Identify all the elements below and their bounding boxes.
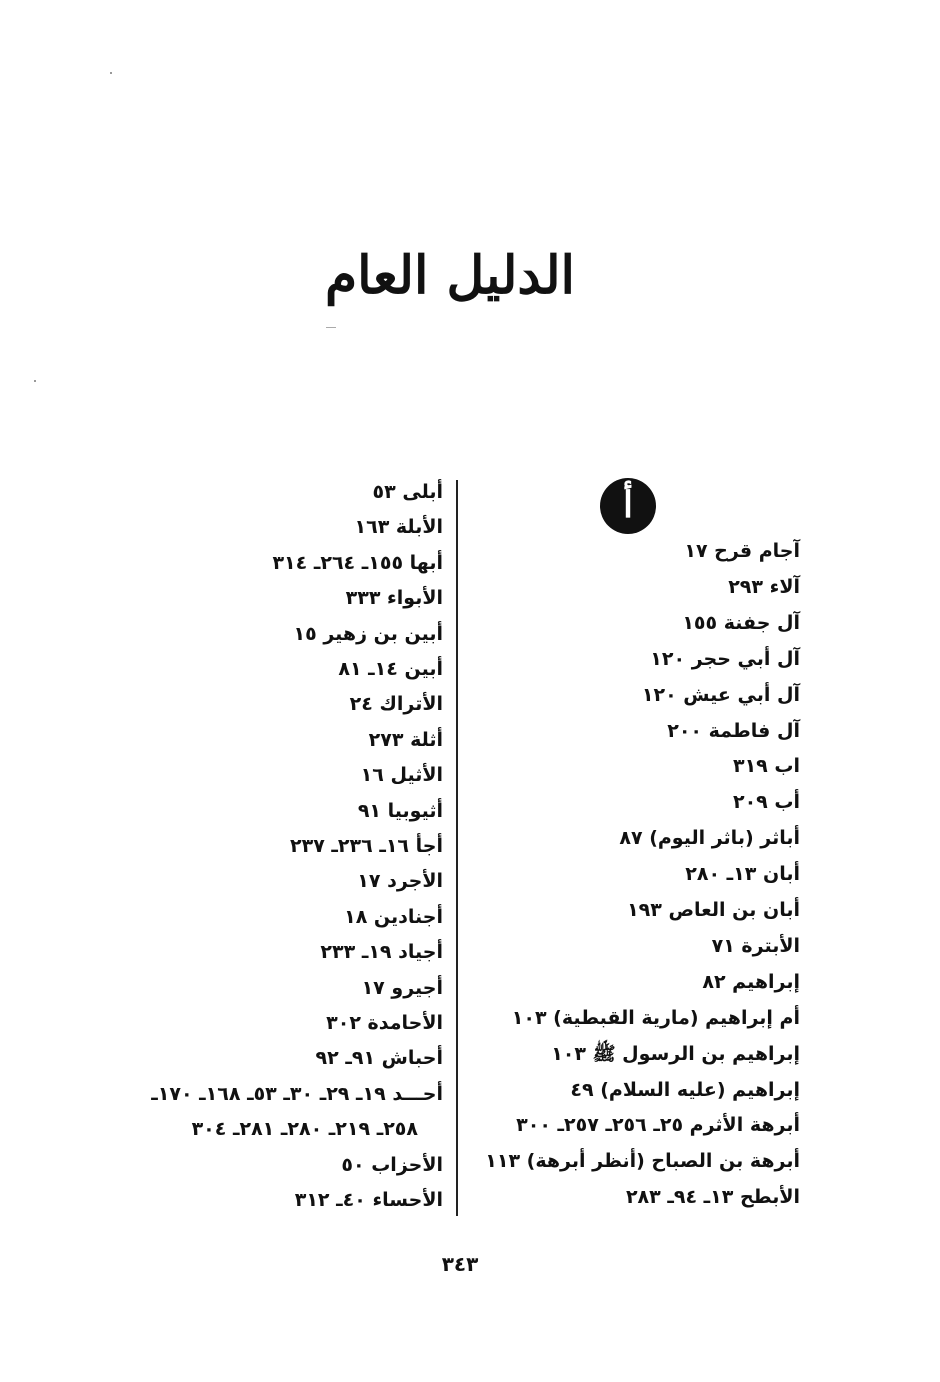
index-column-right: آجام قرح ١٧ آلاء ٢٩٣ آل جفنة ١٥٥ آل أبي حجر… — [480, 538, 800, 1238]
index-entry: أبين بن زهير ١٥ — [293, 622, 443, 645]
index-entry: الأحامدة ٣٠٢ — [326, 1012, 443, 1034]
index-entry: أبرهة بن الصباح (أنظر أبرهة) ١١٣ — [485, 1150, 800, 1173]
index-entry: اب ٣١٩ — [732, 755, 800, 778]
scan-speck — [110, 72, 112, 74]
index-entry: آلاء ٢٩٣ — [728, 575, 800, 598]
index-entry: أجنادين ١٨ — [344, 905, 443, 928]
index-entry: آل فاطمة ٢٠٠ — [667, 719, 800, 742]
index-entry: أجيرو ١٧ — [361, 976, 443, 999]
index-entry: أم إبراهيم (مارية القبطية) ١٠٣ — [511, 1006, 800, 1029]
index-entry: الأبواء ٣٣٣ — [345, 587, 443, 610]
index-entry: أبها ١٥٥ـ ٢٦٤ـ ٣١٤ — [272, 551, 443, 574]
index-entry: أحـــد ١٩ـ ٢٩ـ ٣٠ـ ٥٣ـ ١٦٨ـ ١٧٠ـ — [151, 1082, 443, 1105]
index-entry: الأبترة ٧١ — [711, 934, 800, 957]
index-entry: أثيوبيا ٩١ — [357, 799, 443, 822]
index-entry: أب ٢٠٩ — [732, 791, 800, 814]
index-entry: أبرهة الأثرم ٢٥ـ ٢٥٦ـ ٢٥٧ـ ٣٠٠ — [516, 1114, 800, 1137]
index-entry: الأحزاب ٥٠ — [341, 1153, 443, 1176]
index-entry: أبلى ٥٣ — [372, 481, 443, 503]
column-divider — [456, 480, 458, 1216]
title-rule — [326, 327, 336, 328]
index-entry: الأبطح ١٣ـ ٩٤ـ ٢٨٣ — [625, 1186, 800, 1209]
index-entry: الأثيل ١٦ — [360, 764, 443, 787]
index-entry: أحباش ٩١ـ ٩٢ — [315, 1047, 443, 1070]
index-entry: أبان ١٣ـ ٢٨٠ — [685, 863, 800, 886]
index-entry: إبراهيم ٨٢ — [702, 970, 800, 993]
index-entry: أثلة ٢٧٣ — [368, 728, 443, 751]
index-entry: الأبلة ١٦٣ — [354, 516, 444, 539]
index-entry: الأتراك ٢٤ — [349, 693, 443, 716]
index-entry: إبراهيم (عليه السلام) ٤٩ — [570, 1078, 800, 1101]
page-title: الدليل العام — [324, 245, 576, 306]
index-entry: إبراهيم بن الرسول ﷺ ١٠٣ — [551, 1042, 800, 1065]
index-column-left: أبلى ٥٣ الأبلة ١٦٣ أبها ١٥٥ـ ٢٦٤ـ ٣١٤ الأبو… — [83, 479, 443, 1219]
index-entry: آل أبي عيش ١٢٠ — [641, 683, 800, 706]
index-entry: أجياد ١٩ـ ٢٣٣ — [320, 941, 443, 964]
page-number: ٣٤٣ — [441, 1252, 479, 1276]
section-letter-badge: أ — [600, 478, 656, 534]
index-entry: آل جفنة ١٥٥ — [682, 611, 800, 634]
index-entry: آجام قرح ١٧ — [684, 540, 800, 562]
scan-speck — [34, 380, 36, 382]
index-entry: ٢٥٨ـ ٢١٩ـ ٢٨٠ـ ٢٨١ـ ٣٠٤ — [191, 1118, 418, 1141]
index-entry: أجأ ١٦ـ ٢٣٦ـ ٢٣٧ — [290, 835, 443, 857]
index-entry: أباثر (باثر اليوم) ٨٧ — [619, 827, 800, 850]
index-entry: أبين ١٤ـ ٨١ — [338, 658, 443, 680]
index-entry: الأحساء ٤٠ـ ٣١٢ — [294, 1189, 443, 1211]
index-entry: آل أبي حجر ١٢٠ — [650, 647, 800, 670]
index-entry: أبان بن العاص ١٩٣ — [627, 899, 800, 921]
index-entry: الأجرد ١٧ — [357, 870, 443, 893]
